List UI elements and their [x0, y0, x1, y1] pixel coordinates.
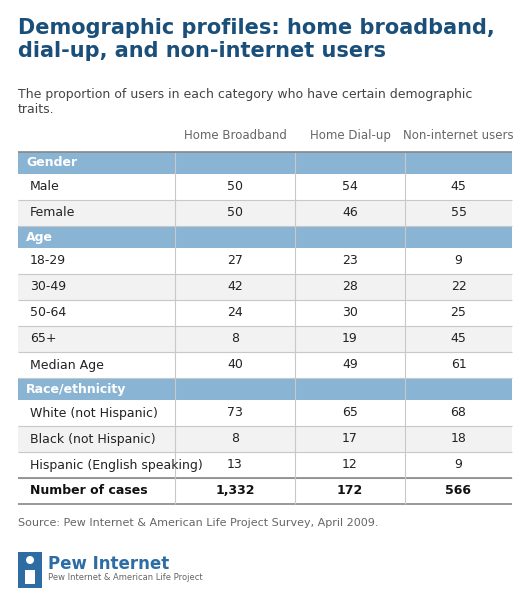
- Text: 45: 45: [450, 332, 466, 346]
- Text: Home Dial-up: Home Dial-up: [310, 129, 391, 142]
- Text: Male: Male: [30, 180, 60, 194]
- Text: 30: 30: [342, 307, 358, 320]
- Text: 50: 50: [227, 207, 243, 219]
- Text: 13: 13: [227, 459, 243, 472]
- Text: 25: 25: [450, 307, 466, 320]
- Text: 42: 42: [227, 281, 243, 293]
- Text: 30-49: 30-49: [30, 281, 66, 293]
- Text: 8: 8: [231, 332, 239, 346]
- Text: 65: 65: [342, 406, 358, 419]
- Circle shape: [26, 556, 34, 564]
- Bar: [18, 200, 512, 226]
- Text: Non-internet users: Non-internet users: [403, 129, 514, 142]
- Text: Median Age: Median Age: [30, 359, 104, 371]
- Bar: [18, 300, 512, 326]
- Text: 566: 566: [446, 484, 472, 498]
- Text: 22: 22: [450, 281, 466, 293]
- Text: 49: 49: [342, 359, 358, 371]
- Text: 45: 45: [450, 180, 466, 194]
- Text: 9: 9: [455, 254, 463, 267]
- Text: Gender: Gender: [26, 156, 77, 169]
- Text: 28: 28: [342, 281, 358, 293]
- Text: 172: 172: [337, 484, 363, 498]
- Text: 18: 18: [450, 433, 466, 445]
- Text: Number of cases: Number of cases: [30, 484, 148, 498]
- Text: 27: 27: [227, 254, 243, 267]
- Text: 65+: 65+: [30, 332, 57, 346]
- Text: Black (not Hispanic): Black (not Hispanic): [30, 433, 156, 445]
- Text: White (not Hispanic): White (not Hispanic): [30, 406, 158, 419]
- Bar: [18, 426, 512, 452]
- Bar: [25, 570, 35, 584]
- Text: Hispanic (English speaking): Hispanic (English speaking): [30, 459, 203, 472]
- Text: 1,332: 1,332: [215, 484, 255, 498]
- Text: Home Broadband: Home Broadband: [183, 129, 286, 142]
- Bar: [18, 478, 512, 504]
- Text: 55: 55: [450, 207, 466, 219]
- Text: 40: 40: [227, 359, 243, 371]
- Bar: [18, 174, 512, 200]
- Text: Pew Internet & American Life Project: Pew Internet & American Life Project: [48, 573, 202, 582]
- Text: The proportion of users in each category who have certain demographic
traits.: The proportion of users in each category…: [18, 88, 472, 116]
- Bar: [18, 248, 512, 274]
- Bar: [18, 152, 512, 174]
- Text: 46: 46: [342, 207, 358, 219]
- Text: Pew Internet: Pew Internet: [48, 555, 169, 573]
- Text: 19: 19: [342, 332, 358, 346]
- Bar: [18, 452, 512, 478]
- Text: 68: 68: [450, 406, 466, 419]
- Bar: [18, 326, 512, 352]
- Text: 17: 17: [342, 433, 358, 445]
- Bar: [18, 378, 512, 400]
- Text: Source: Pew Internet & American Life Project Survey, April 2009.: Source: Pew Internet & American Life Pro…: [18, 518, 378, 528]
- Bar: [18, 400, 512, 426]
- Text: 12: 12: [342, 459, 358, 472]
- Bar: [18, 226, 512, 248]
- Text: Age: Age: [26, 231, 53, 243]
- Bar: [18, 552, 42, 588]
- Bar: [18, 352, 512, 378]
- Text: 23: 23: [342, 254, 358, 267]
- Text: 9: 9: [455, 459, 463, 472]
- Text: 61: 61: [450, 359, 466, 371]
- Text: 54: 54: [342, 180, 358, 194]
- Text: 24: 24: [227, 307, 243, 320]
- Text: Race/ethnicity: Race/ethnicity: [26, 382, 126, 395]
- Bar: [18, 274, 512, 300]
- Text: 50: 50: [227, 180, 243, 194]
- Text: 73: 73: [227, 406, 243, 419]
- Text: 8: 8: [231, 433, 239, 445]
- Text: Demographic profiles: home broadband,
dial-up, and non-internet users: Demographic profiles: home broadband, di…: [18, 18, 494, 61]
- Text: Female: Female: [30, 207, 75, 219]
- Text: 18-29: 18-29: [30, 254, 66, 267]
- Text: 50-64: 50-64: [30, 307, 66, 320]
